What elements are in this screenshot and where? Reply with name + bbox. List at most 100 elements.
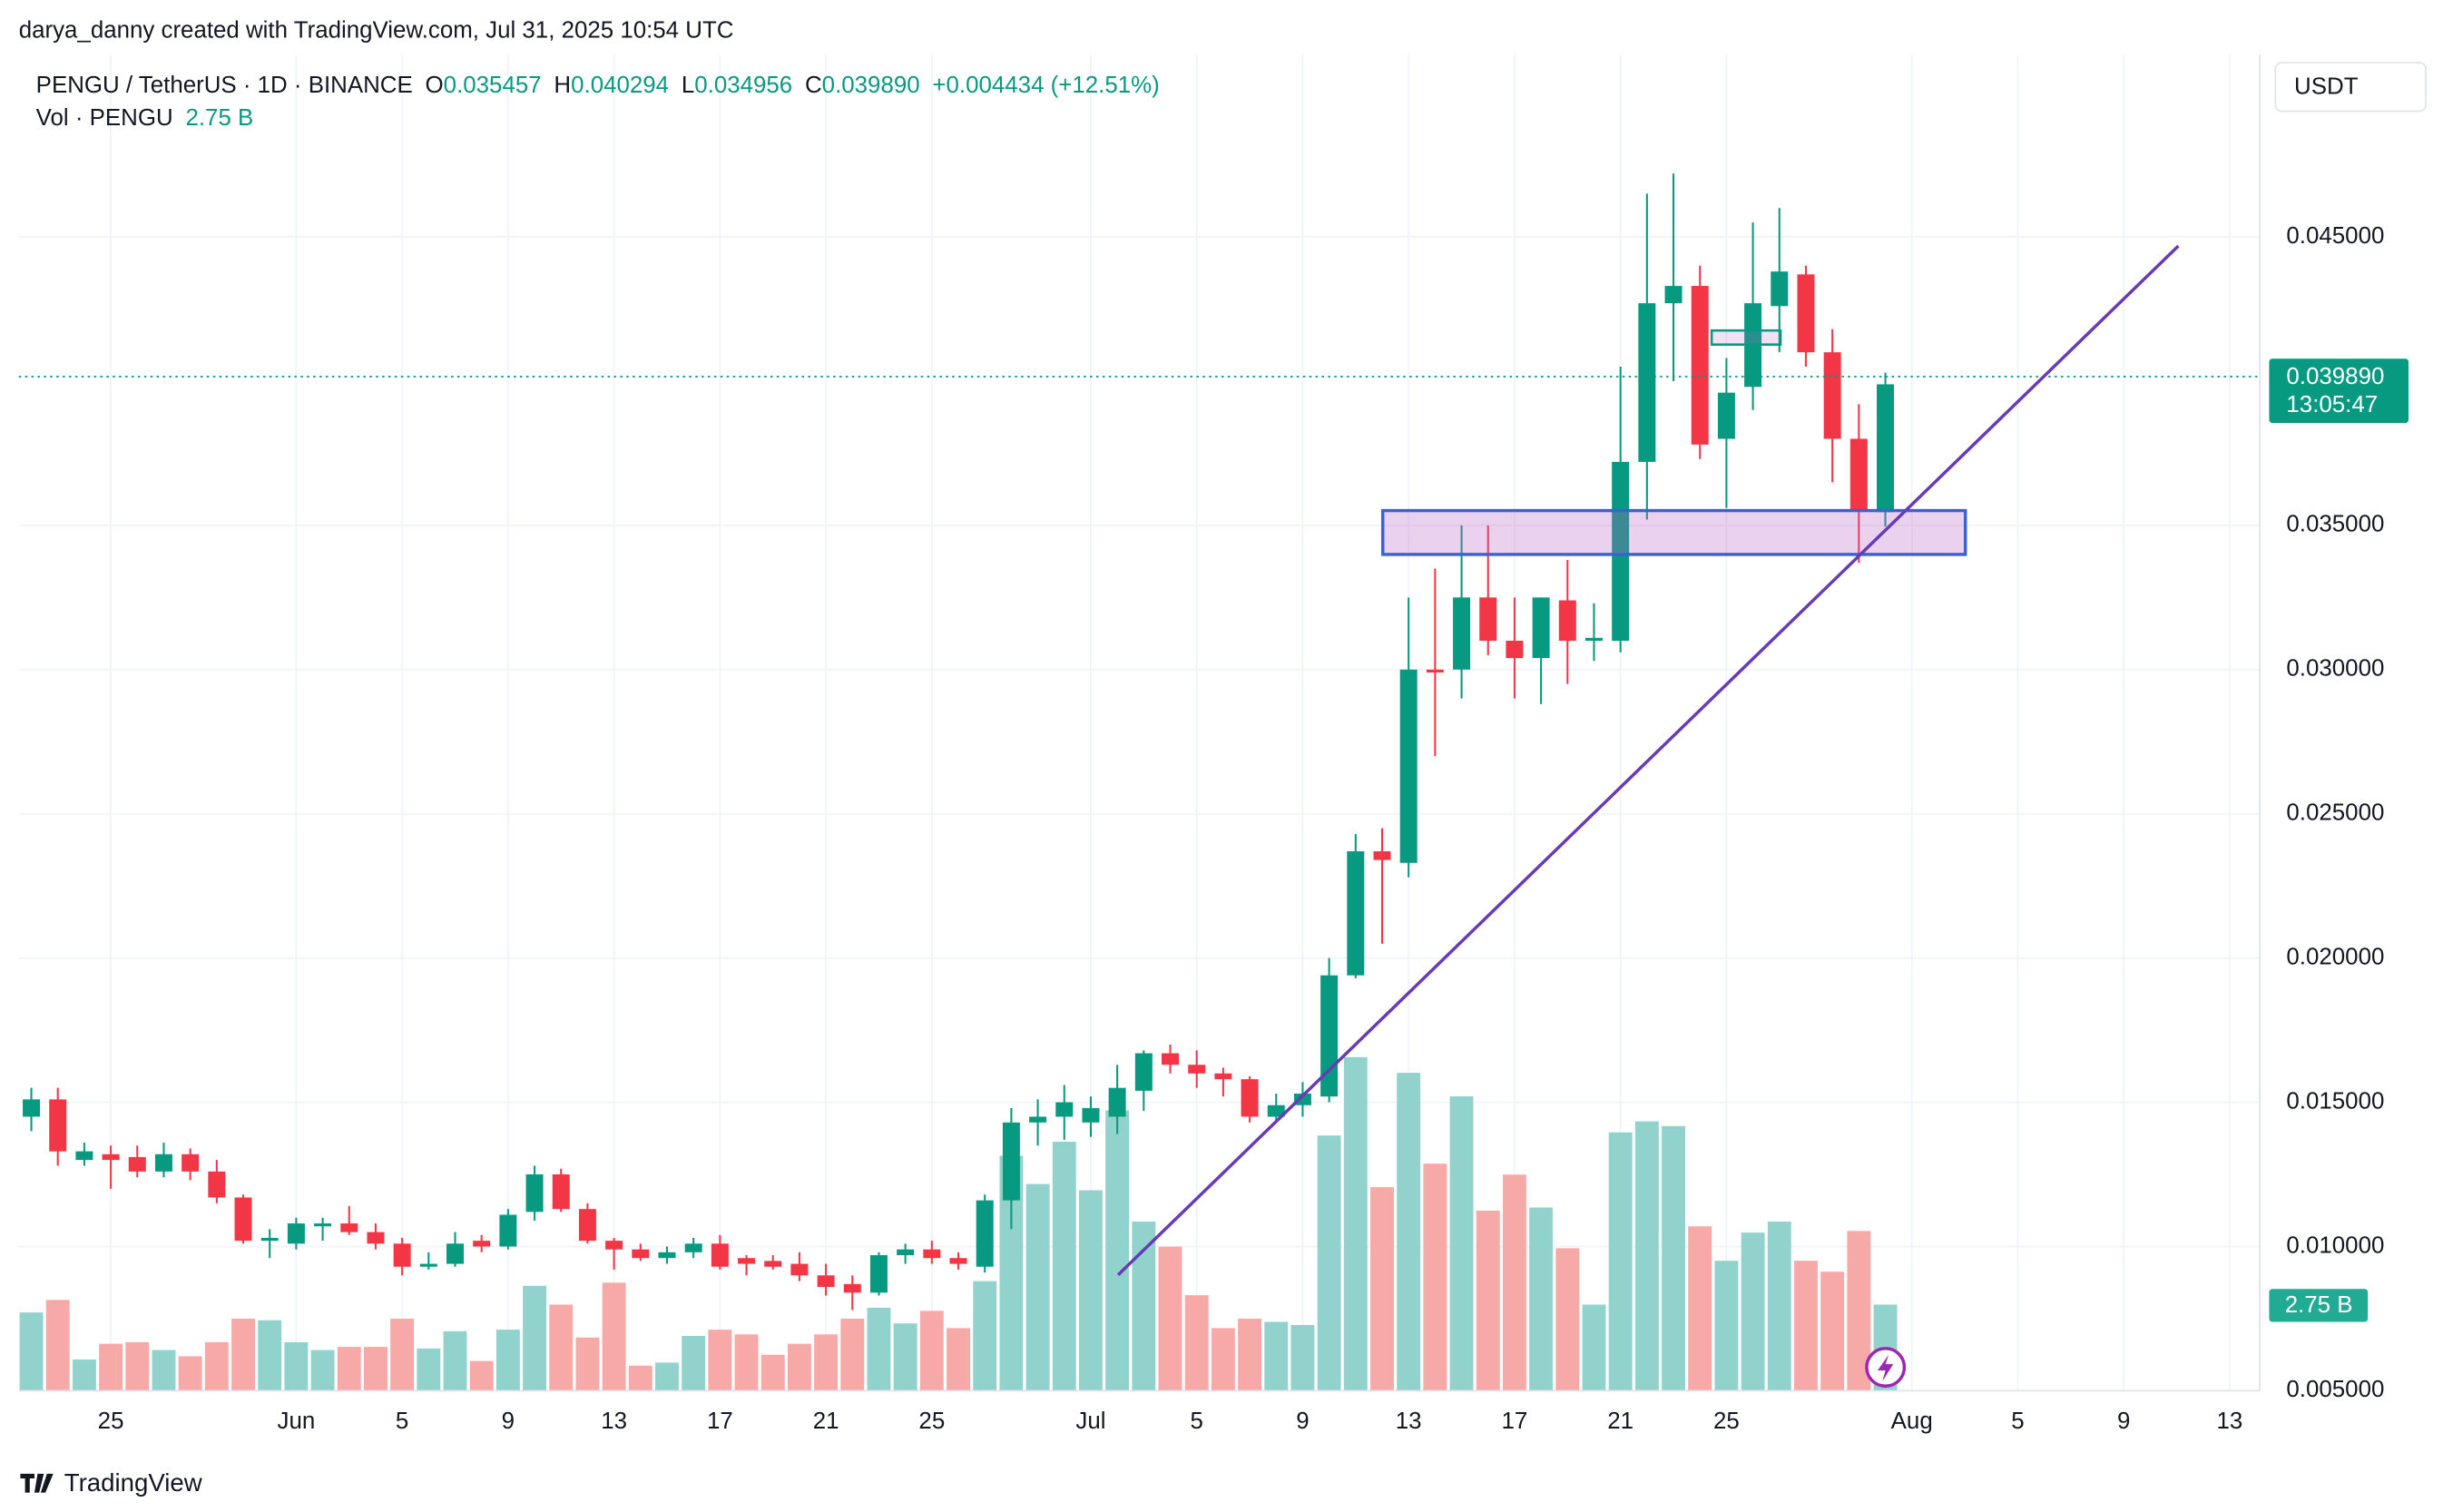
x-tick-label: 17 xyxy=(707,1409,733,1434)
candle-body xyxy=(1214,1073,1232,1080)
brand: TradingView xyxy=(64,1468,202,1497)
volume-bar xyxy=(1502,1174,1526,1391)
x-tick-label: 17 xyxy=(1502,1409,1528,1434)
volume-bar xyxy=(734,1334,759,1391)
candle-body xyxy=(897,1249,915,1256)
volume-bar xyxy=(840,1319,865,1391)
logo xyxy=(20,1473,54,1493)
y-tick-label: 0.005000 xyxy=(2286,1377,2384,1402)
x-tick-label: Aug xyxy=(1891,1409,1933,1434)
x-axis: 25 Jun 5 9 13 17 21 25 Jul 5 9 13 17 21 25 Aug 5 9 13 xyxy=(98,1409,2243,1434)
volume-bar xyxy=(867,1307,891,1391)
volume-legend: Vol · PENGU 2.75 B xyxy=(36,105,254,131)
candle-body xyxy=(1612,461,1630,642)
candle-body xyxy=(976,1200,994,1267)
candle-body xyxy=(1453,597,1471,670)
symbol: PENGU / TetherUS · 1D · BINANCE xyxy=(36,73,413,98)
volume-bar xyxy=(1290,1324,1315,1391)
open: 0.035457 xyxy=(444,73,542,98)
x-tick-label: 21 xyxy=(813,1409,839,1434)
volume-bar xyxy=(495,1330,520,1391)
volume-bar xyxy=(549,1304,574,1391)
volume-bar xyxy=(1105,1110,1130,1391)
small-box xyxy=(1710,329,1782,346)
volume-bar xyxy=(1767,1222,1791,1391)
volume-bar xyxy=(1688,1226,1712,1391)
volume-bar xyxy=(19,1312,44,1391)
volume-bar xyxy=(45,1300,70,1391)
candle-body xyxy=(1849,438,1868,511)
candle-body xyxy=(1823,352,1841,439)
bolt xyxy=(1878,1354,1894,1382)
volume-bar xyxy=(1211,1328,1235,1391)
candle-body xyxy=(393,1243,411,1267)
currency-button[interactable] xyxy=(2274,62,2427,113)
o: O xyxy=(426,73,444,98)
volume-badge xyxy=(2269,1289,2369,1322)
price-badge xyxy=(2269,358,2409,423)
candle-body xyxy=(234,1197,252,1242)
candle-body xyxy=(790,1263,809,1276)
volume-bar xyxy=(1370,1187,1394,1391)
volume-bar xyxy=(787,1343,811,1391)
candle-body xyxy=(23,1099,41,1117)
candle-body xyxy=(1029,1116,1047,1123)
candle-body xyxy=(817,1275,835,1287)
candle-body xyxy=(1638,303,1656,462)
candle-body xyxy=(1479,597,1497,642)
volume-bar xyxy=(417,1348,441,1391)
currency[interactable]: USDT xyxy=(2294,74,2359,100)
volume-bar xyxy=(575,1337,600,1391)
volume-bar xyxy=(390,1319,415,1391)
volume-layer xyxy=(19,1056,1898,1391)
high: 0.040294 xyxy=(571,73,669,98)
change: +0.004434 (+12.51%) xyxy=(932,73,1159,98)
countdown: 13:05:47 xyxy=(2286,392,2378,417)
volume-bar xyxy=(1397,1073,1421,1391)
volume-bar xyxy=(178,1356,202,1391)
volume-bar xyxy=(152,1350,176,1391)
legend-line: PENGU / TetherUS · 1D · BINANCE O0.035457… xyxy=(36,73,1160,98)
volume-bar xyxy=(258,1320,282,1391)
volume-bar xyxy=(1608,1132,1633,1391)
x-tick-label: 5 xyxy=(2011,1409,2024,1434)
candle-body xyxy=(102,1154,120,1161)
candle-body xyxy=(287,1223,305,1244)
candle-body xyxy=(208,1171,226,1198)
candle-body xyxy=(1426,669,1444,673)
price-badge-value: 0.039890 xyxy=(2286,364,2384,389)
candle-body xyxy=(314,1223,332,1227)
candle-body xyxy=(1293,1094,1311,1105)
x-tick-label: 9 xyxy=(1296,1409,1309,1434)
volume-bar xyxy=(99,1343,123,1391)
candle-body xyxy=(419,1263,437,1267)
candle-body xyxy=(1797,274,1815,353)
candle-body xyxy=(1055,1102,1074,1117)
volume-bar xyxy=(1079,1190,1103,1391)
candle-layer xyxy=(23,173,1895,1311)
volume-bar xyxy=(1662,1125,1685,1391)
volume-bar xyxy=(973,1281,997,1391)
volume-bar xyxy=(231,1319,255,1391)
candle-body xyxy=(923,1249,941,1259)
volume-bar xyxy=(1714,1261,1739,1391)
candle-body xyxy=(1373,851,1391,860)
close: 0.039890 xyxy=(822,73,920,98)
candle-body xyxy=(1002,1122,1020,1201)
x-tick-label: Jul xyxy=(1075,1409,1105,1434)
candle-body xyxy=(446,1243,464,1264)
x-tick-label: 25 xyxy=(98,1409,124,1434)
y-tick-label: 0.020000 xyxy=(2286,944,2384,969)
c: C xyxy=(805,73,822,98)
l: L xyxy=(682,73,694,98)
volume-bar xyxy=(919,1311,944,1391)
volume-bar xyxy=(1423,1163,1447,1391)
candle-body xyxy=(1241,1079,1259,1117)
volume-bar xyxy=(284,1341,309,1391)
volume-bar xyxy=(655,1362,679,1391)
candle-body xyxy=(367,1232,385,1244)
candle-body xyxy=(1532,597,1550,659)
volume-bar xyxy=(204,1341,229,1391)
volume-bar xyxy=(1343,1056,1368,1391)
